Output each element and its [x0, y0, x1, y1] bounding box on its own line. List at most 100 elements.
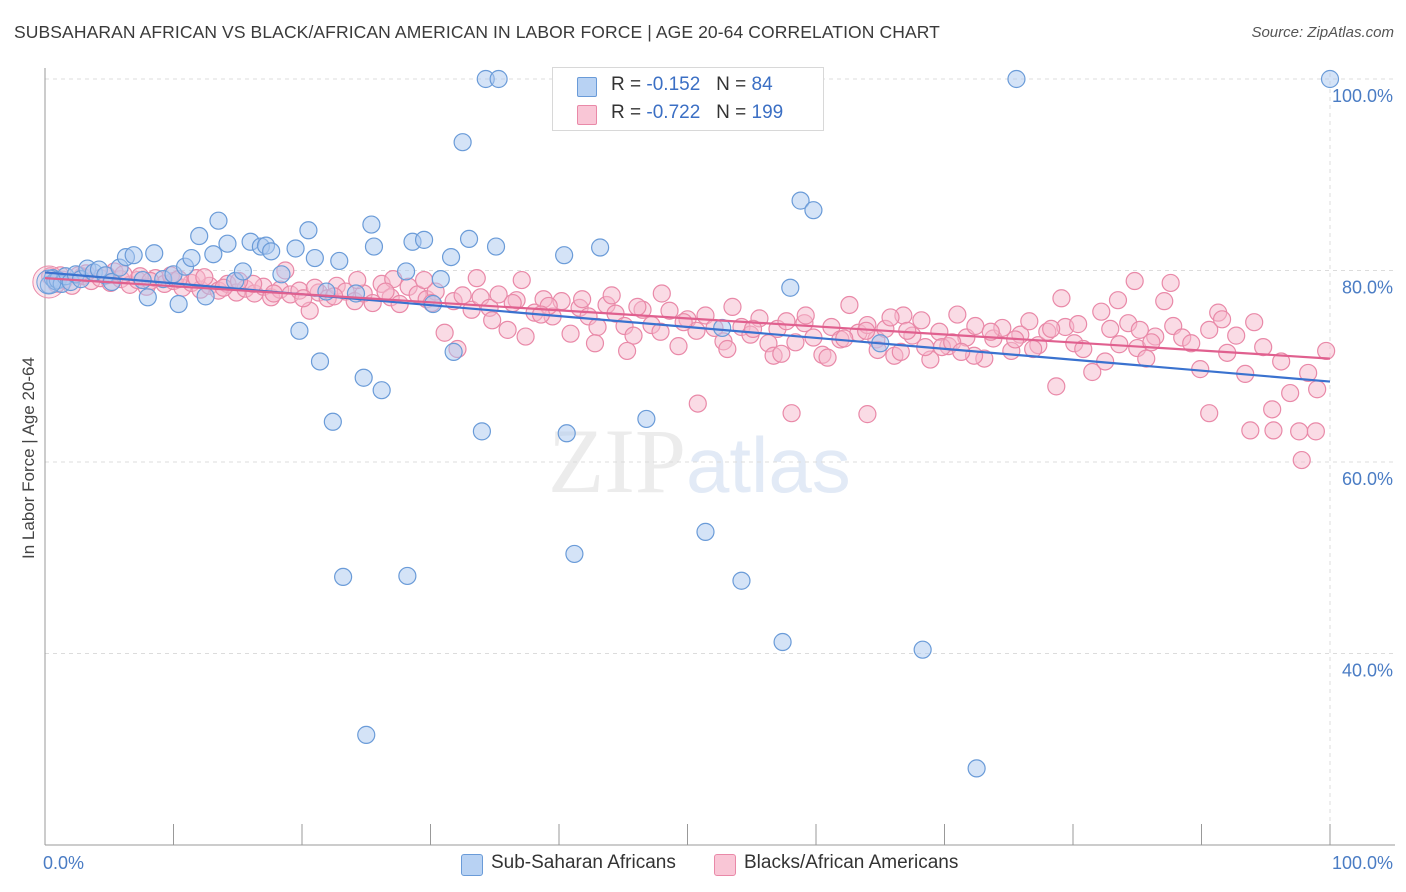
- point-blacks-168: [512, 270, 531, 290]
- labels-layer: 40.0% 60.0% 80.0% 100.0% 0.0% 100.0% In Labor …: [19, 86, 1393, 873]
- bottom-swatch-pink: [714, 854, 736, 876]
- point-blacks-97: [912, 311, 931, 330]
- point-blacks-202: [718, 339, 737, 359]
- point-blacks-148: [1125, 271, 1144, 291]
- legend-text: R = -0.152 N = 84: [611, 74, 773, 95]
- point-sub-saharan-26: [196, 287, 215, 306]
- point-blacks-129: [1200, 320, 1219, 339]
- point-blacks-109: [1020, 312, 1039, 331]
- legend-swatch-blue: [577, 77, 597, 97]
- point-sub-saharan-62: [472, 422, 491, 441]
- series-sub-saharan-africans: [36, 69, 1340, 778]
- point-blacks-166: [573, 290, 592, 309]
- point-sub-saharan-55: [414, 230, 434, 249]
- point-blacks-143: [858, 405, 877, 424]
- point-blacks-50: [489, 285, 508, 304]
- point-blacks-76: [723, 297, 742, 316]
- point-sub-saharan-35: [262, 242, 281, 261]
- point-blacks-188: [195, 268, 214, 287]
- point-sub-saharan-71: [696, 522, 715, 541]
- point-blacks-58: [561, 324, 580, 343]
- point-blacks-127: [1182, 334, 1201, 353]
- point-blacks-163: [618, 341, 637, 361]
- point-sub-saharan-67: [557, 424, 576, 443]
- point-blacks-82: [777, 312, 796, 331]
- point-blacks-135: [1254, 338, 1273, 357]
- point-sub-saharan-37: [286, 239, 305, 258]
- point-blacks-146: [1200, 404, 1219, 423]
- x-tick-label-max: 100.0%: [1332, 853, 1393, 873]
- point-blacks-169: [467, 269, 486, 288]
- bottom-legend-label: Sub-Saharan Africans: [491, 852, 676, 873]
- point-sub-saharan-81: [967, 759, 986, 778]
- point-sub-saharan-43: [323, 412, 342, 431]
- x-tick-label-min: 0.0%: [43, 853, 84, 873]
- point-blacks-155: [1108, 291, 1128, 310]
- trend-layer: [44, 271, 1331, 383]
- point-sub-saharan-74: [732, 571, 751, 590]
- point-blacks-69: [660, 301, 679, 320]
- point-blacks-112: [1047, 377, 1066, 396]
- point-sub-saharan-41: [310, 352, 330, 371]
- point-blacks-161: [796, 306, 815, 325]
- point-sub-saharan-49: [362, 215, 381, 234]
- point-blacks-68: [651, 322, 670, 341]
- point-sub-saharan-16: [124, 246, 143, 265]
- point-blacks-138: [1281, 383, 1300, 403]
- bottom-legend-label: Blacks/African Americans: [744, 852, 959, 873]
- point-blacks-115: [1074, 339, 1093, 359]
- point-blacks-70: [669, 337, 688, 356]
- chart-title: SUBSAHARAN AFRICAN VS BLACK/AFRICAN AMER…: [14, 22, 940, 42]
- legend-box: R = -0.152 N = 84 R = -0.722 N = 199: [552, 67, 824, 131]
- point-sub-saharan-45: [334, 567, 353, 587]
- point-sub-saharan-80: [913, 640, 932, 659]
- point-blacks-160: [891, 342, 910, 361]
- grid-layer: [45, 73, 1395, 845]
- point-blacks-145: [782, 404, 801, 423]
- point-blacks-193: [376, 282, 395, 301]
- point-sub-saharan-31: [233, 262, 252, 281]
- point-blacks-132: [1227, 326, 1246, 345]
- point-sub-saharan-68: [565, 544, 584, 564]
- chart-source: Source: ZipAtlas.com: [1251, 24, 1394, 41]
- point-blacks-191: [294, 289, 313, 308]
- point-blacks-147: [1161, 273, 1180, 293]
- point-blacks-141: [1308, 380, 1327, 399]
- point-sub-saharan-39: [299, 221, 318, 240]
- point-sub-saharan-19: [145, 244, 164, 263]
- point-blacks-116: [1083, 362, 1102, 382]
- point-sub-saharan-27: [204, 245, 223, 264]
- point-sub-saharan-24: [182, 248, 201, 268]
- point-sub-saharan-28: [209, 211, 228, 230]
- point-sub-saharan-38: [290, 321, 309, 340]
- point-sub-saharan-75: [773, 632, 792, 652]
- point-sub-saharan-51: [372, 381, 391, 400]
- point-sub-saharan-36: [272, 265, 291, 284]
- point-blacks-199: [585, 334, 605, 353]
- point-blacks-137: [1272, 352, 1291, 371]
- point-sub-saharan-69: [591, 238, 610, 257]
- bottom-swatch-blue: [461, 854, 483, 876]
- point-blacks-215: [1042, 319, 1061, 339]
- point-sub-saharan-76: [781, 278, 800, 297]
- y-tick-label-40: 40.0%: [1342, 661, 1393, 681]
- watermark: ZIPatlas: [548, 408, 851, 514]
- y-tick-label-60: 60.0%: [1342, 469, 1393, 489]
- point-sub-saharan-82: [1007, 69, 1026, 89]
- legend-text: R = -0.722 N = 199: [611, 102, 784, 123]
- point-blacks-89: [840, 295, 859, 315]
- point-blacks-61: [588, 317, 607, 337]
- point-sub-saharan-77: [791, 191, 810, 210]
- point-blacks-118: [1101, 319, 1120, 339]
- point-blacks-139: [1290, 422, 1309, 441]
- point-blacks-150: [1241, 421, 1260, 440]
- point-blacks-153: [1306, 422, 1325, 441]
- point-blacks-200: [628, 297, 647, 316]
- point-blacks-170: [414, 270, 434, 290]
- point-sub-saharan-64: [486, 237, 506, 256]
- legend-swatch-pink: [577, 105, 597, 125]
- point-sub-saharan-25: [190, 226, 209, 246]
- point-sub-saharan-53: [398, 566, 417, 586]
- point-blacks-44: [435, 323, 454, 342]
- point-blacks-164: [652, 284, 671, 303]
